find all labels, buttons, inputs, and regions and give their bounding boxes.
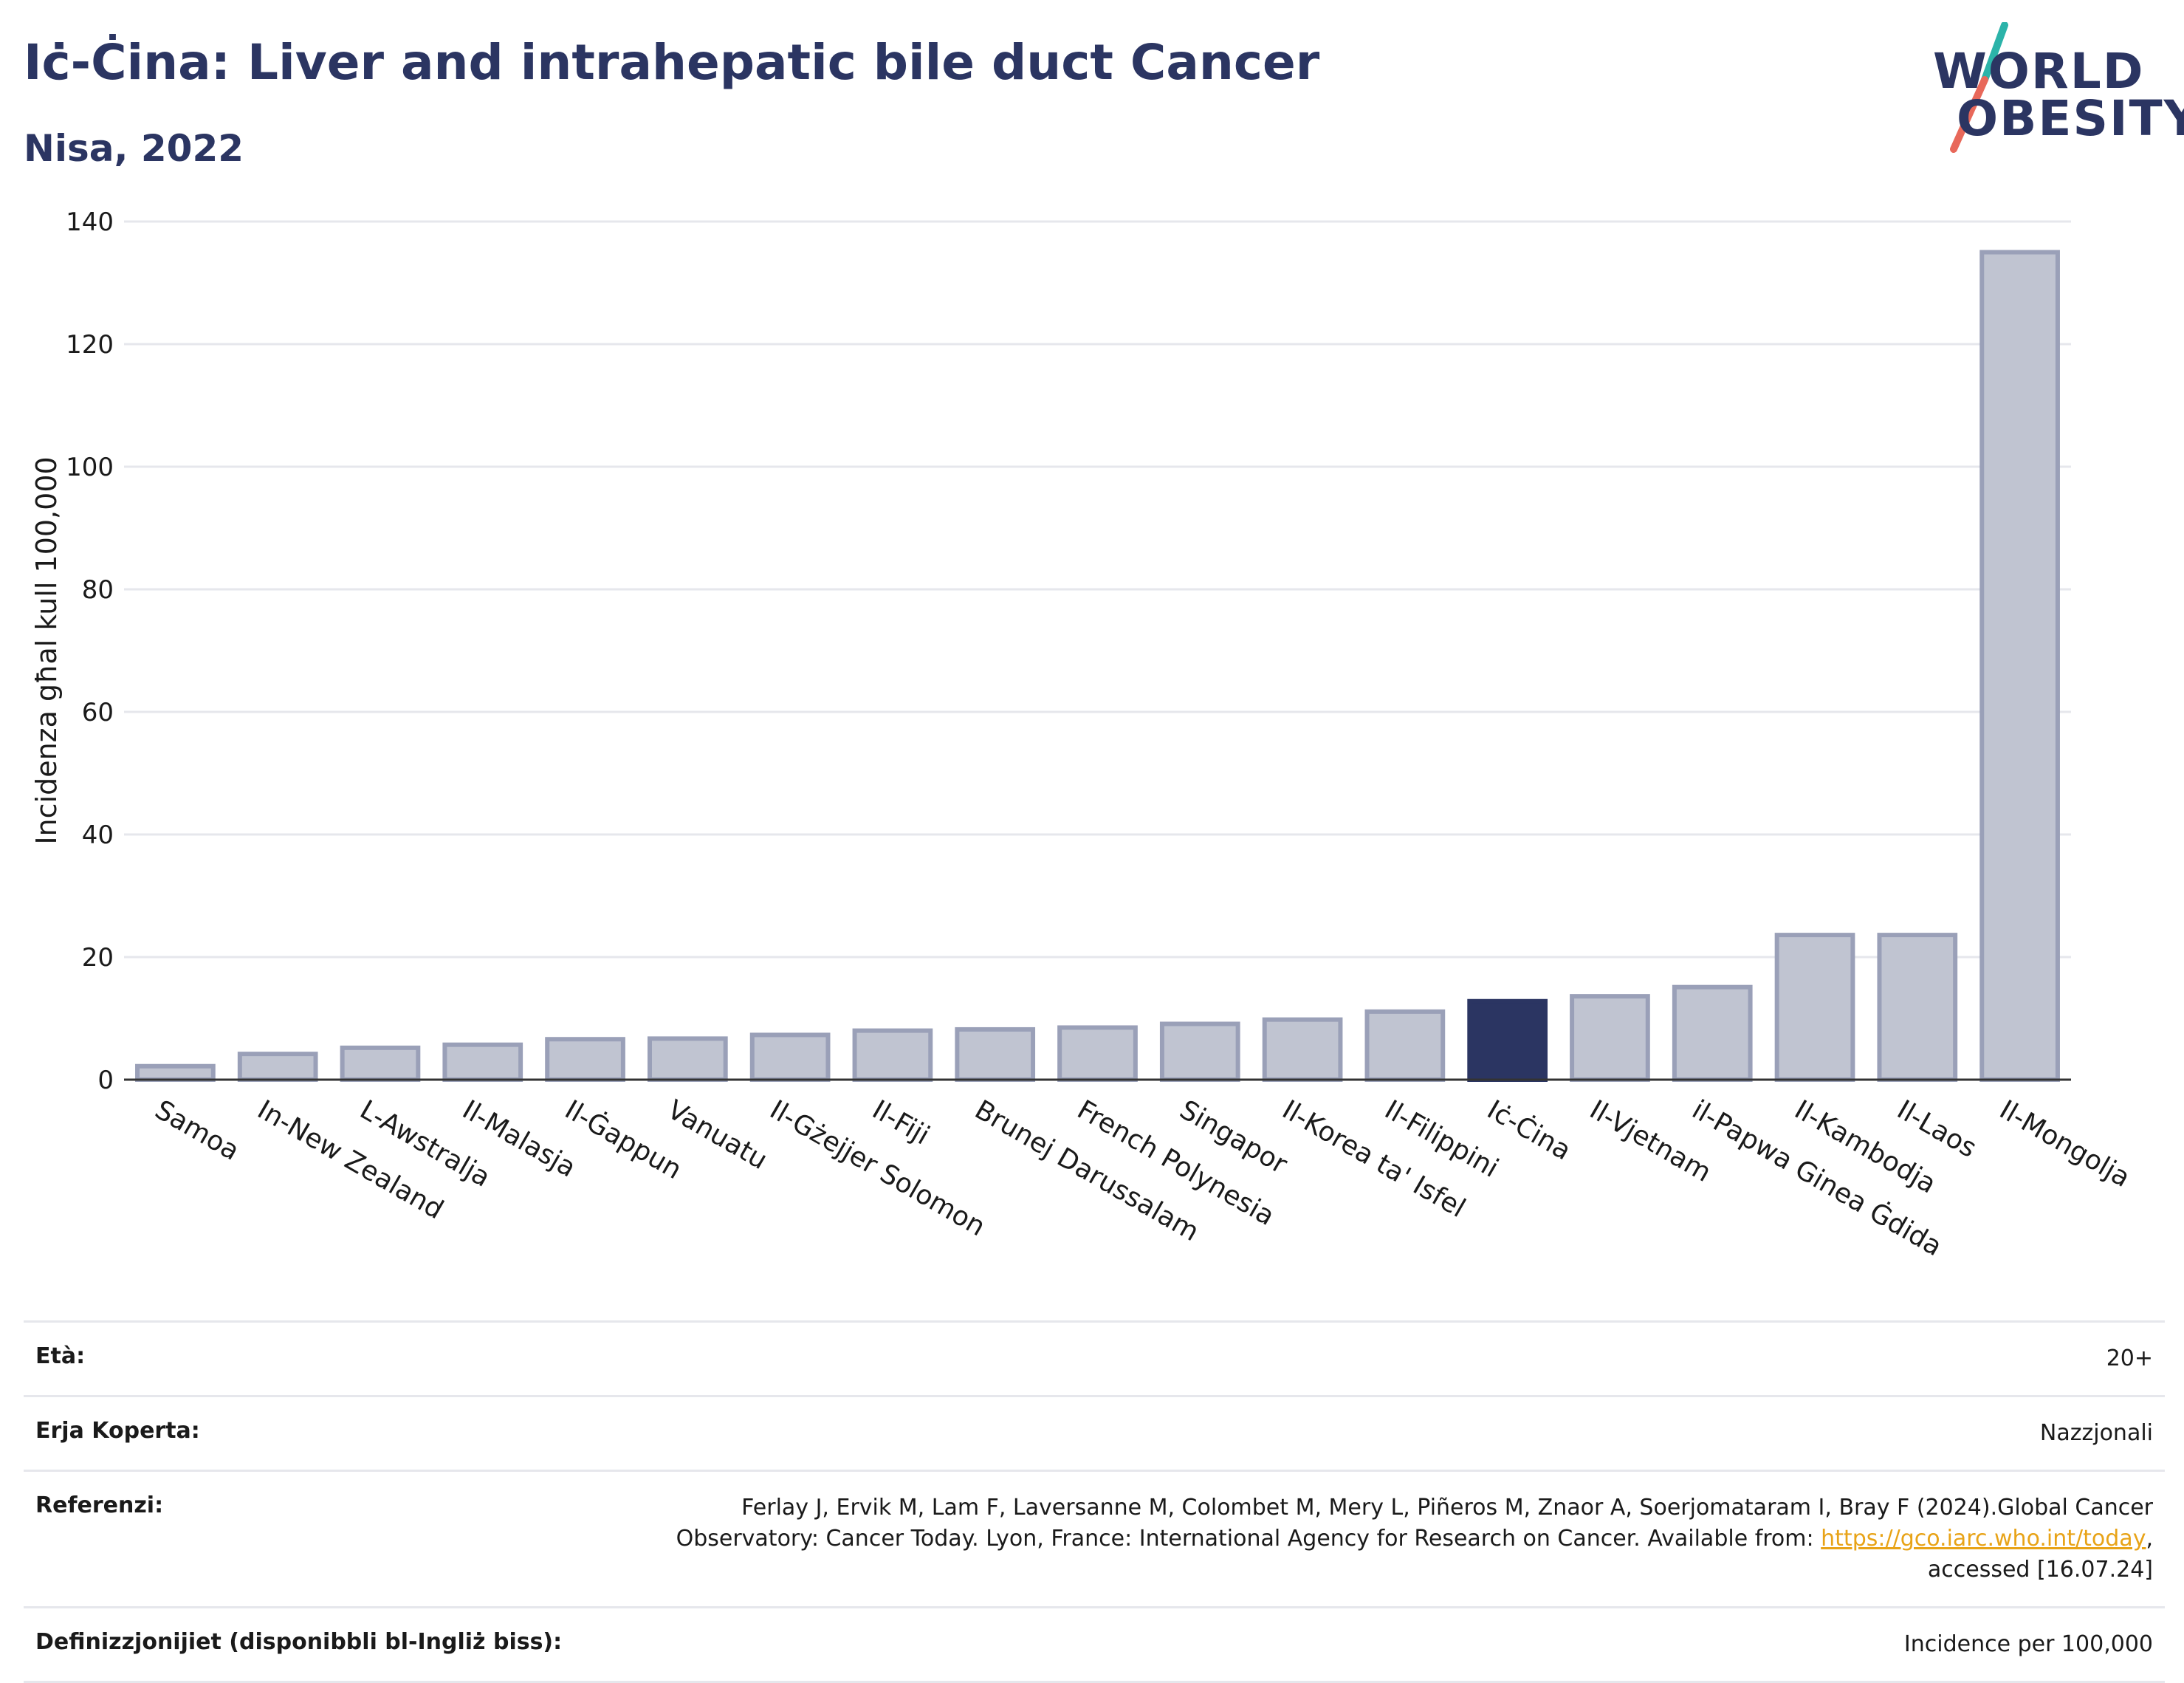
reference-link[interactable]: https://gco.iarc.who.int/today <box>1821 1526 2146 1552</box>
x-tick-label: Samoa <box>150 1094 244 1167</box>
bar-5 <box>647 1036 728 1083</box>
logo-line1: WORLD <box>1933 43 2145 100</box>
page-title: Iċ-Ċina: Liver and intrahepatic bile duc… <box>24 34 1320 91</box>
bar-6 <box>749 1032 831 1083</box>
page-subtitle: Nisa, 2022 <box>24 127 244 170</box>
meta-row-definitions: Definizzjonijiet (disponibbli bl-Ingliż … <box>24 1606 2165 1683</box>
y-tick-label: 100 <box>66 453 114 482</box>
meta-row-area: Erja Koperta: Nazzjonali <box>24 1395 2165 1470</box>
x-tick-label: In-New Zealand <box>253 1094 449 1225</box>
bar-12 <box>1364 1009 1446 1082</box>
x-tick-label: Il-Fiji <box>867 1094 934 1151</box>
bar-2 <box>340 1045 421 1082</box>
meta-key-area: Erja Koperta: <box>35 1418 200 1444</box>
meta-row-age: Età: 20+ <box>24 1320 2165 1395</box>
world-obesity-logo: WORLD OBESITY <box>1920 22 2184 162</box>
bar-9 <box>1057 1025 1138 1082</box>
y-tick-label: 20 <box>82 943 114 973</box>
x-axis-ticks: Samoa In-New ZealandL-AwstraljaIl-Malasja… <box>150 1094 2135 1262</box>
x-tick-label: Il-Ġappun <box>560 1094 687 1185</box>
y-tick-label: 80 <box>82 575 114 605</box>
reference-text: Ferlay J, Ervik M, Lam F, Laversanne M, … <box>676 1495 2153 1552</box>
bar-14 <box>1570 994 1650 1082</box>
bar-18 <box>1979 250 2060 1082</box>
bar-8 <box>955 1026 1036 1082</box>
bar-7 <box>852 1028 933 1082</box>
metadata-table: Età: 20+ Erja Koperta: Nazzjonali Refere… <box>24 1320 2165 1683</box>
meta-value-age: 20+ <box>2106 1346 2153 1371</box>
bar-chart: 0 20 40 60 80 100 120 140 Samoa In-New ZealandL-… <box>30 208 2135 1262</box>
bar-16 <box>1774 933 1855 1082</box>
bars <box>135 250 2060 1083</box>
bar-0 <box>135 1063 216 1082</box>
logo-slash-icon <box>1950 22 2008 153</box>
y-tick-label: 0 <box>97 1066 114 1095</box>
reference-accessed: , accessed [16.07.24] <box>1927 1526 2153 1583</box>
y-tick-label: 120 <box>66 330 114 360</box>
meta-value-references: Ferlay J, Ervik M, Lam F, Laversanne M, … <box>35 1492 2153 1586</box>
logo-line2: OBESITY <box>1957 90 2184 147</box>
meta-key-references: Referenzi: <box>35 1492 164 1518</box>
meta-value-definitions: Incidence per 100,000 <box>1903 1631 2153 1657</box>
bar-3 <box>442 1042 523 1082</box>
bar-4 <box>545 1037 625 1082</box>
y-tick-label: 40 <box>82 820 114 850</box>
y-axis-label: Incidenza għal kull 100,000 <box>30 456 63 844</box>
bar-17 <box>1877 933 1958 1082</box>
x-tick-label: Il-Mongolja <box>1994 1094 2135 1193</box>
y-axis-ticks: 0 20 40 60 80 100 120 140 <box>66 208 114 1095</box>
bar-10 <box>1159 1021 1240 1082</box>
meta-key-definitions: Definizzjonijiet (disponibbli bl-Ingliż … <box>35 1629 563 1655</box>
bar-11 <box>1262 1017 1343 1083</box>
grid-lines <box>124 220 2071 959</box>
y-tick-label: 60 <box>82 698 114 727</box>
y-tick-label: 140 <box>66 208 114 237</box>
meta-key-age: Età: <box>35 1343 86 1369</box>
bar-1 <box>237 1052 318 1083</box>
bar-15 <box>1672 984 1753 1083</box>
x-tick-label: Il-Korea ta' Isfel <box>1277 1094 1471 1224</box>
meta-value-area: Nazzjonali <box>2039 1420 2153 1446</box>
bar-13 <box>1467 998 1548 1083</box>
meta-row-references: Referenzi: Ferlay J, Ervik M, Lam F, Lav… <box>24 1470 2165 1606</box>
